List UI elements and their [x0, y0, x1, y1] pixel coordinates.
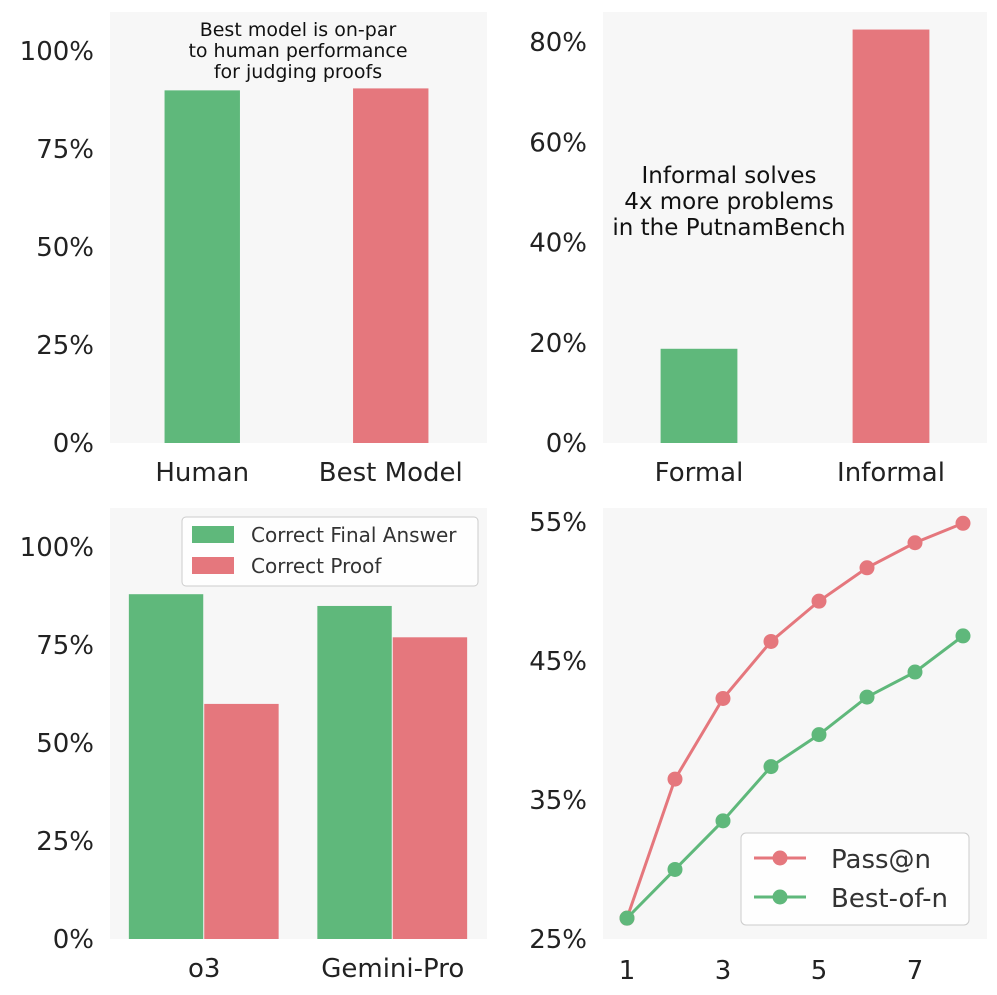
bar-gemini-pro-final-answer	[317, 605, 392, 939]
bar-informal	[852, 29, 930, 443]
y-tick-label: 60%	[529, 128, 587, 158]
bar-o3-final-answer	[128, 594, 204, 939]
x-axis-3: o3 Gemini-Pro	[188, 954, 464, 984]
y-tick-label: 35%	[529, 786, 587, 816]
legend-label: Correct Proof	[251, 554, 382, 578]
point-pass-at-n	[763, 633, 779, 649]
point-pass-at-n	[907, 535, 923, 551]
legend-label: Best-of-n	[831, 884, 948, 914]
y-tick-label: 55%	[529, 508, 587, 538]
y-tick-label: 40%	[529, 229, 587, 259]
y-axis-4: 25% 35% 45% 55%	[529, 508, 587, 955]
y-tick-label: 0%	[53, 429, 94, 459]
y-axis-2: 0% 20% 40% 60% 80%	[529, 28, 587, 459]
y-tick-label: 50%	[36, 729, 94, 759]
bar-best-model	[353, 88, 429, 444]
annotation-line: in the PutnamBench	[612, 215, 845, 241]
point-pass-at-n	[955, 515, 971, 531]
x-tick-label: 5	[811, 956, 828, 986]
x-tick-label: Human	[155, 458, 249, 488]
y-tick-label: 75%	[36, 631, 94, 661]
y-tick-label: 45%	[529, 647, 587, 677]
y-tick-label: 25%	[36, 827, 94, 857]
bar-formal	[660, 348, 738, 443]
series-line-pass-at-n	[625, 521, 964, 919]
point-best-of-n	[715, 813, 731, 829]
point-best-of-n	[955, 628, 971, 644]
legend-swatch	[192, 526, 234, 543]
point-best-of-n	[811, 727, 827, 743]
bar-o3-proof	[204, 703, 279, 939]
y-tick-label: 20%	[529, 329, 587, 359]
x-tick-label: Informal	[837, 458, 945, 488]
point-pass-at-n	[715, 690, 731, 706]
point-best-of-n	[859, 689, 875, 705]
annotation-line: for judging proofs	[214, 61, 382, 83]
legend-marker	[772, 889, 788, 905]
point-best-of-n	[619, 910, 635, 926]
x-tick-label: o3	[188, 954, 220, 984]
y-tick-label: 0%	[546, 429, 587, 459]
y-axis-3: 0% 25% 50% 75% 100%	[20, 533, 94, 955]
x-axis-4: 1 3 5 7	[619, 956, 924, 986]
x-tick-label: Best Model	[319, 458, 463, 488]
legend-lines: Pass@n Best-of-n	[740, 832, 970, 926]
y-axis-1: 0% 25% 50% 75% 100%	[20, 37, 94, 459]
y-tick-label: 100%	[20, 37, 94, 67]
x-axis-1: Human Best Model	[155, 458, 462, 488]
point-pass-at-n	[859, 560, 875, 576]
y-tick-label: 80%	[529, 28, 587, 58]
point-best-of-n	[667, 861, 683, 877]
x-tick-label: 3	[715, 956, 732, 986]
y-tick-label: 25%	[36, 331, 94, 361]
y-tick-label: 0%	[53, 925, 94, 955]
series-line-best-of-n	[625, 634, 964, 920]
y-tick-label: 75%	[36, 135, 94, 165]
annotation-line: Informal solves	[642, 163, 817, 189]
bar-gemini-pro-proof	[392, 637, 468, 939]
y-tick-label: 100%	[20, 533, 94, 563]
legend-frame	[181, 516, 479, 587]
point-pass-at-n	[667, 771, 683, 787]
x-axis-2: Formal Informal	[655, 458, 945, 488]
point-best-of-n	[763, 759, 779, 775]
legend-marker	[772, 850, 788, 866]
annotation-line: Best model is on-par	[200, 19, 397, 41]
legend-label: Correct Final Answer	[251, 523, 457, 547]
annotation-line: to human performance	[188, 40, 407, 62]
x-tick-label: Formal	[655, 458, 744, 488]
x-tick-label: 1	[619, 956, 636, 986]
y-tick-label: 50%	[36, 233, 94, 263]
y-tick-label: 25%	[529, 925, 587, 955]
legend: Correct Final Answer Correct Proof	[181, 516, 479, 587]
x-tick-label: Gemini-Pro	[321, 954, 464, 984]
legend-swatch	[192, 557, 234, 574]
legend-frame	[740, 832, 970, 926]
annotation-line: 4x more problems	[624, 189, 834, 215]
point-best-of-n	[907, 664, 923, 680]
x-tick-label: 7	[907, 956, 924, 986]
point-pass-at-n	[811, 593, 827, 609]
bar-human	[164, 90, 240, 443]
legend-label: Pass@n	[831, 845, 931, 875]
